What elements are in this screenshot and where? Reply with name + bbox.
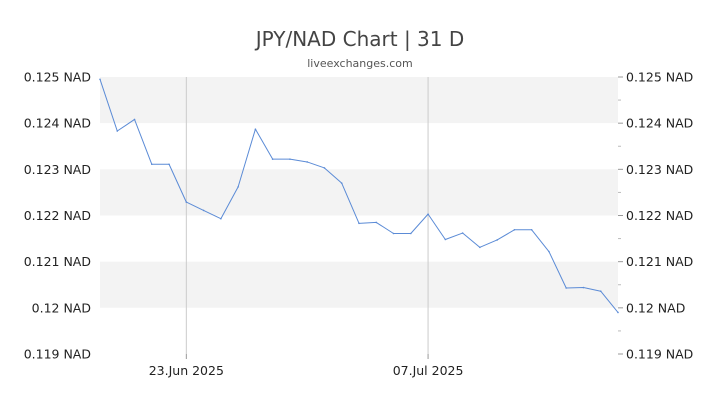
data-point [617, 311, 619, 314]
data-point [599, 290, 602, 293]
y-tick-label-right: 0.122 NAD [626, 208, 693, 223]
grid-bands [100, 77, 618, 354]
data-point [375, 221, 378, 224]
y-tick-label-right: 0.123 NAD [626, 162, 693, 177]
data-point [237, 186, 239, 188]
x-tick-label: 23.Jun 2025 [149, 363, 224, 378]
data-point [513, 229, 516, 231]
data-point [116, 130, 119, 132]
y-axis: 0.125 NAD 0.125 NAD 0.124 NAD 0.124 NAD 0.12… [24, 70, 694, 362]
data-point [444, 238, 447, 241]
chart-title: JPY/NAD Chart | 31 D [254, 27, 465, 51]
y-tick-label-right: 0.121 NAD [626, 254, 693, 269]
data-point [289, 158, 291, 160]
x-axis: 23.Jun 2025 07.Jul 2025 [149, 354, 464, 378]
vertical-gridlines [185, 77, 429, 354]
y-tick-label-left: 0.12 NAD [32, 300, 91, 315]
data-point [427, 213, 429, 215]
data-point [392, 232, 395, 235]
data-point [340, 182, 343, 184]
grid-band [100, 169, 618, 216]
chart-subtitle: liveexchanges.com [307, 57, 412, 70]
y-tick-label-right: 0.124 NAD [626, 116, 693, 131]
data-point [496, 239, 498, 241]
data-point [358, 222, 360, 225]
series-layer [99, 78, 619, 314]
data-point [306, 161, 309, 163]
data-point [323, 167, 326, 169]
data-point [461, 232, 464, 234]
data-point [479, 246, 481, 249]
grid-band [100, 307, 618, 354]
grid-band [100, 123, 618, 170]
data-point [548, 250, 550, 253]
data-point [565, 287, 567, 289]
x-tick-label: 07.Jul 2025 [393, 363, 464, 378]
y-tick-label-left: 0.123 NAD [24, 162, 91, 177]
data-point [168, 163, 170, 166]
y-tick-label-left: 0.119 NAD [24, 347, 91, 362]
y-tick-label-right: 0.125 NAD [626, 70, 693, 85]
data-point [254, 128, 257, 130]
data-point [99, 78, 101, 81]
y-tick-label-right: 0.119 NAD [626, 347, 693, 362]
data-point [185, 201, 188, 203]
data-point [133, 118, 136, 121]
y-tick-label-right: 0.12 NAD [626, 300, 685, 315]
data-point [220, 217, 222, 220]
data-point [202, 209, 205, 212]
y-tick-label-left: 0.122 NAD [24, 208, 91, 223]
y-tick-label-left: 0.121 NAD [24, 254, 91, 269]
data-point [271, 158, 274, 160]
data-point [582, 286, 585, 289]
grid-band [100, 77, 618, 124]
data-point [530, 229, 533, 231]
grid-band [100, 261, 618, 308]
y-tick-label-left: 0.124 NAD [24, 116, 91, 131]
y-tick-label-left: 0.125 NAD [24, 70, 91, 85]
data-point [410, 232, 412, 235]
data-point [151, 163, 153, 166]
